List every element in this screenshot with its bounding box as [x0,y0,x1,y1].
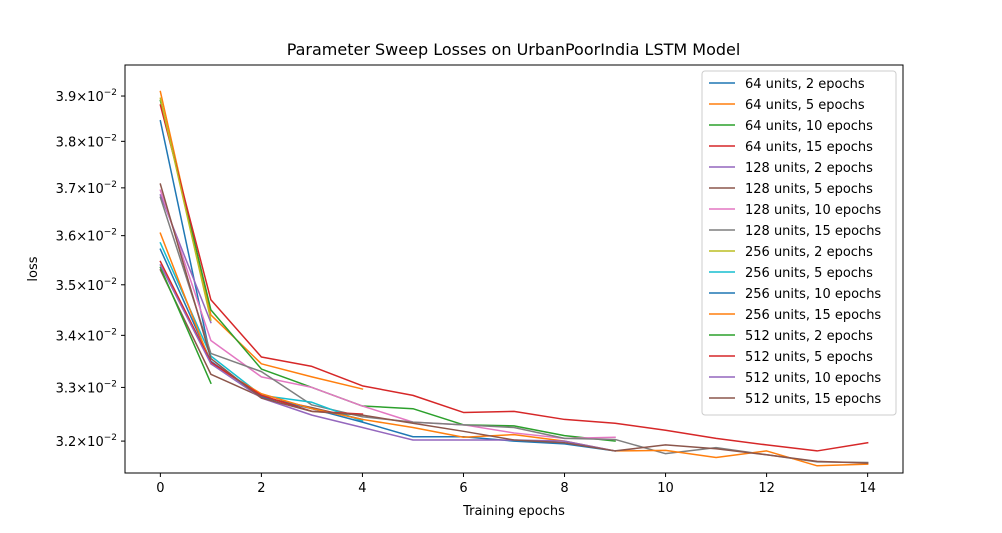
legend-entry: 64 units, 10 epochs [745,119,873,134]
legend-entry: 64 units, 2 epochs [745,77,865,92]
x-tick-label: 14 [859,481,876,496]
y-axis: 3.2×10−2 3.3×10−2 3.4×10−2 3.5×10−2 3.6×10−2… [56,88,125,450]
y-tick-label: 3.9×10−2 [56,88,117,105]
y-tick-label: 3.4×10−2 [56,327,117,344]
legend-entry: 512 units, 15 epochs [745,392,881,407]
x-tick-label: 10 [657,481,674,496]
series-line-1 [159,119,212,360]
series-line-16 [159,183,869,464]
legend-entry: 256 units, 15 epochs [745,308,881,323]
legend-entry: 128 units, 10 epochs [745,203,881,218]
legend-box [701,70,897,416]
series-line-13 [159,266,212,385]
legend-entry: 256 units, 2 epochs [745,245,873,260]
y-tick-label: 3.3×10−2 [56,379,117,396]
series-line-9 [159,97,212,321]
legend: 64 units, 2 epochs 64 units, 5 epochs 64 u… [701,70,897,416]
legend-entry: 256 units, 5 epochs [745,266,873,281]
legend-entry: 128 units, 5 epochs [745,182,873,197]
y-axis-label: loss [26,256,41,281]
legend-entry: 512 units, 10 epochs [745,371,881,386]
series-line-7 [159,189,616,440]
chart-title: Parameter Sweep Losses on UrbanPoorIndia… [287,40,741,59]
legend-entry: 128 units, 15 epochs [745,224,881,239]
x-axis-label: Training epochs [462,504,565,519]
legend-entry: 512 units, 5 epochs [745,350,873,365]
series-line-3 [159,99,616,442]
legend-entry: 64 units, 5 epochs [745,98,865,113]
series-line-4 [159,104,869,452]
x-tick-label: 6 [459,481,467,496]
legend-entry: 64 units, 15 epochs [745,140,873,155]
x-tick-label: 8 [560,481,568,496]
legend-entry: 512 units, 2 epochs [745,329,873,344]
plot-frame [124,64,904,474]
x-tick-label: 0 [156,481,164,496]
y-tick-label: 3.7×10−2 [56,180,117,197]
y-tick-label: 3.8×10−2 [56,133,117,150]
series-lines [159,90,869,467]
legend-entry: 128 units, 2 epochs [745,161,873,176]
x-tick-label: 12 [758,481,775,496]
legend-entry: 256 units, 10 epochs [745,287,881,302]
x-tick-label: 4 [358,481,366,496]
x-tick-label: 2 [257,481,265,496]
y-tick-label: 3.6×10−2 [56,228,117,245]
series-line-15 [159,263,616,452]
y-tick-label: 3.2×10−2 [56,433,117,450]
x-axis: 0 2 4 6 8 10 12 14 [156,473,876,496]
y-tick-label: 3.5×10−2 [56,277,117,294]
